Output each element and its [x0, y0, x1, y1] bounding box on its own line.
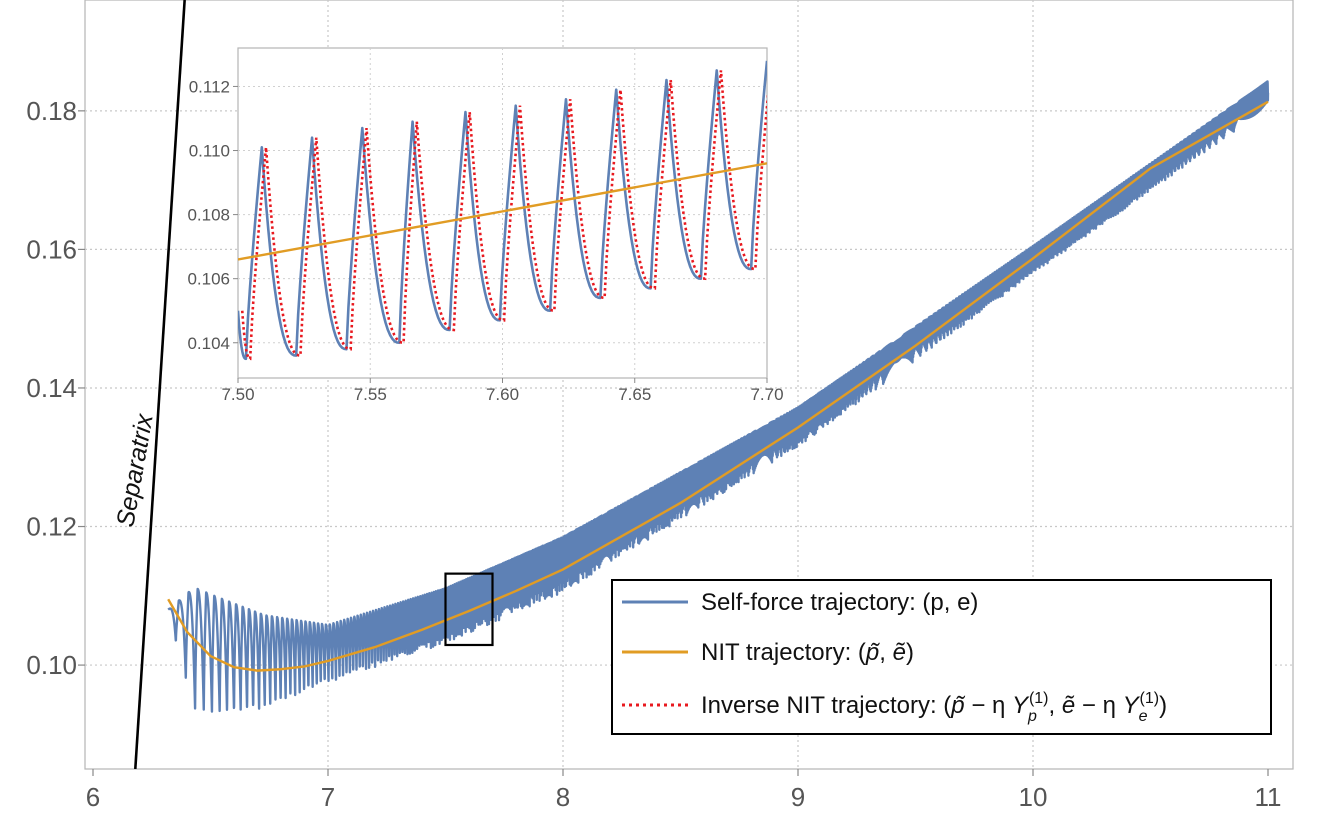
inset-x-tick-label: 7.50	[221, 385, 254, 404]
separatrix-line	[134, 0, 186, 769]
legend-inv-minus-1: − η	[965, 692, 1012, 719]
legend-label-nit: NIT trajectory: (p̃, ẽ)	[701, 639, 914, 666]
main-series-nit	[167, 100, 1269, 672]
inset-x-tick-label: 7.70	[750, 385, 783, 404]
inset-series-group	[238, 60, 767, 361]
legend-nit-prefix: NIT trajectory: (	[701, 639, 866, 666]
legend-box	[611, 579, 1272, 735]
main-x-tick-label: 7	[321, 782, 335, 812]
legend-item-self-force: Self-force trajectory: (p, e)	[622, 589, 978, 616]
inset-x-tick-label: 7.55	[354, 385, 387, 404]
inset-y-tick-label: 0.110	[189, 142, 230, 161]
main-y-tick-label: 0.12	[26, 512, 77, 542]
inset-x-tick-label: 7.65	[618, 385, 651, 404]
legend-label-inverse-nit: Inverse NIT trajectory: (p̃ − η Yp(1), ẽ…	[701, 690, 1167, 725]
main-x-tick-label: 9	[791, 782, 805, 812]
legend-inv-Y-2: Y	[1123, 692, 1141, 719]
legend-inv-close: )	[1159, 692, 1167, 719]
legend-inv-sub-e: e	[1139, 708, 1148, 725]
main-series-self-force	[167, 80, 1270, 713]
inset-y-tick-label: 0.104	[187, 334, 230, 353]
main-tick-labels: 6 7 8 9 10 11 0.10 0.12 0.14 0.16 0.18	[26, 96, 1281, 812]
inset-y-tick-label: 0.112	[189, 77, 230, 96]
legend-inv-minus-2: − η	[1075, 692, 1122, 719]
main-y-tick-label: 0.14	[26, 373, 77, 403]
inset-plot: 7.50 7.55 7.60 7.65 7.70 0.104 0.106 0.108 0.110…	[187, 47, 784, 404]
legend-item-nit: NIT trajectory: (p̃, ẽ)	[622, 639, 914, 666]
legend-inv-sup-2: (1)	[1140, 690, 1160, 707]
main-y-tick-label: 0.18	[26, 96, 77, 126]
main-x-tick-label: 10	[1019, 782, 1048, 812]
legend-nit-close: )	[906, 639, 914, 666]
legend-nit-e: ẽ	[893, 639, 906, 666]
inset-series-nit	[238, 162, 767, 261]
legend-inv-comma: ,	[1049, 692, 1062, 719]
legend-inv-Y-1: Y	[1012, 692, 1030, 719]
main-y-tick-label: 0.16	[26, 234, 77, 264]
legend-nit-p: p̃	[865, 639, 880, 666]
main-y-tick-label: 0.10	[26, 650, 77, 680]
inset-y-tick-label: 0.108	[187, 206, 230, 225]
legend-nit-comma: ,	[879, 639, 892, 666]
inset-x-tick-label: 7.60	[486, 385, 519, 404]
inset-y-tick-label: 0.106	[187, 270, 230, 289]
inset-tick-labels: 7.50 7.55 7.60 7.65 7.70 0.104 0.106 0.108 0.110…	[187, 77, 783, 404]
inset-zoom-box	[444, 572, 494, 647]
main-x-tick-label: 11	[1255, 782, 1282, 812]
main-x-tick-label: 8	[556, 782, 570, 812]
legend-inv-prefix: Inverse NIT trajectory: (	[701, 692, 951, 719]
legend-inv-sub-p: p	[1027, 708, 1037, 725]
main-series-group	[167, 80, 1270, 713]
legend-inv-sup-1: (1)	[1029, 690, 1049, 707]
legend-item-inverse-nit: Inverse NIT trajectory: (p̃ − η Yp(1), ẽ…	[622, 690, 1167, 725]
legend-inv-e: ẽ	[1062, 692, 1075, 719]
legend-label-self-force: Self-force trajectory: (p, e)	[701, 589, 978, 616]
legend-inv-p: p̃	[950, 692, 965, 719]
main-x-tick-label: 6	[86, 782, 100, 812]
legend: Self-force trajectory: (p, e) NIT trajec…	[611, 579, 1272, 735]
